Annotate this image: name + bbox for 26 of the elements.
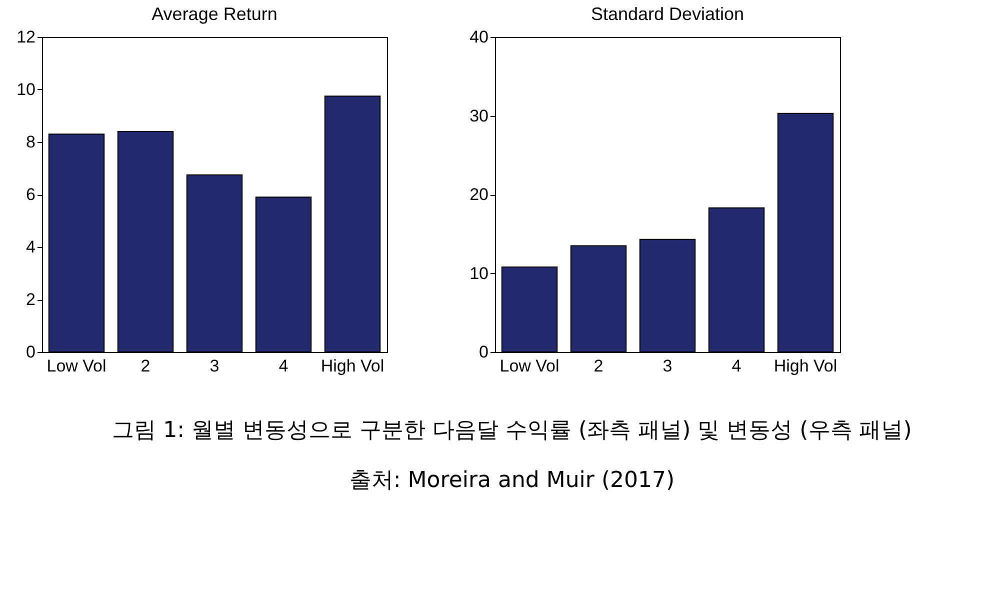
y-tick-label: 8 (26, 132, 36, 152)
y-tick-label: 0 (26, 342, 36, 362)
caption: 그림 1: 월별 변동성으로 구분한 다음달 수익률 (좌측 패널) 및 변동성 (우측 패널) (112, 418, 912, 443)
y-tick-label: 4 (26, 238, 36, 256)
y-tick-label: 12 (16, 28, 36, 46)
y-tick-label: 40 (470, 28, 488, 46)
chart-title: Average Return (152, 4, 278, 24)
x-tick-label: High Vol (320, 356, 384, 376)
source-note: 출처: Moreira and Muir (2017) (349, 468, 675, 493)
y-tick-label: 30 (470, 106, 488, 126)
y-tick-label: 20 (470, 185, 488, 204)
x-tick-label: 4 (732, 356, 742, 376)
y-tick-label: 2 (26, 290, 36, 309)
x-tick-label: High Vol (774, 356, 838, 376)
x-tick-label: 4 (278, 356, 288, 376)
y-tick-label: 6 (26, 185, 36, 204)
x-tick-label: 3 (662, 356, 672, 376)
x-tick-label: 3 (210, 356, 220, 376)
x-tick-label: Low Vol (500, 356, 560, 376)
x-tick-label: Low Vol (46, 356, 106, 376)
y-tick-label: 10 (470, 264, 488, 283)
y-tick-label: 0 (479, 342, 488, 362)
y-tick-label: 10 (16, 80, 36, 99)
chart-title: Standard Deviation (590, 4, 744, 24)
x-tick-label: 2 (140, 356, 150, 376)
x-tick-label: 2 (594, 356, 604, 376)
